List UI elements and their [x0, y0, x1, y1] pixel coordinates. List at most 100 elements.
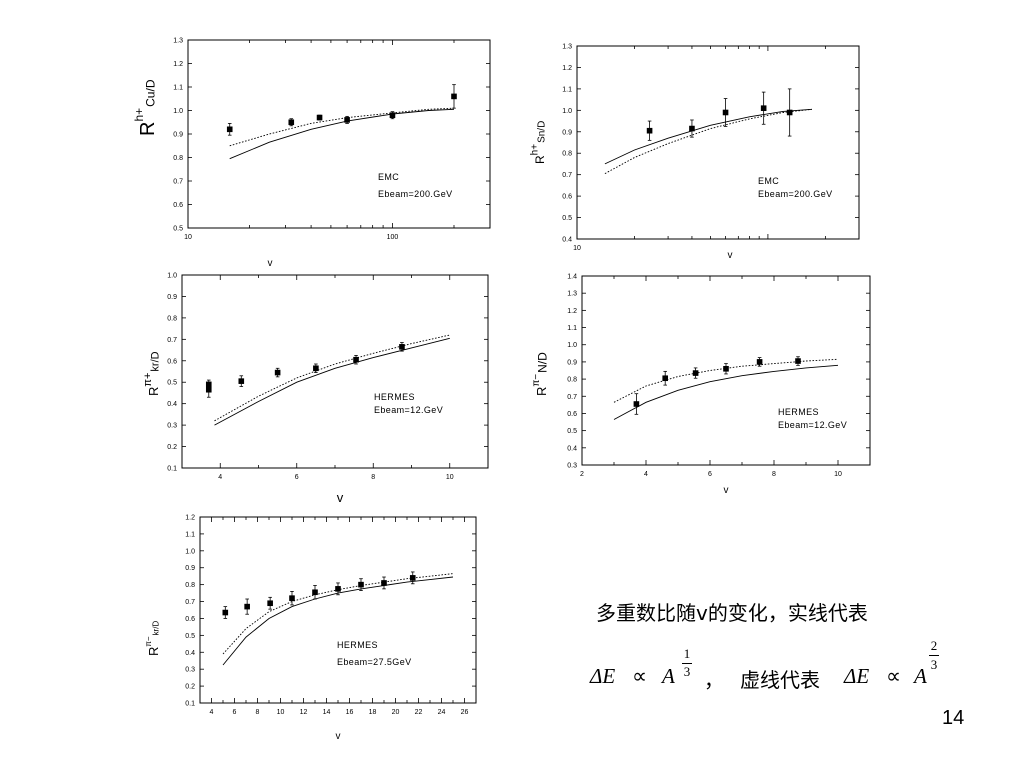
y-tick-label: 1.3 — [567, 291, 577, 298]
formula1-lhs: ΔE — [590, 664, 616, 688]
plot-annotation: HERMES — [374, 392, 415, 402]
data-point — [313, 365, 319, 372]
x-axis-label: v — [336, 731, 341, 742]
y-tick-label: 1.0 — [167, 273, 177, 280]
data-point — [289, 595, 295, 601]
plot-frame — [187, 39, 491, 229]
y-tick-label: 0.5 — [173, 226, 183, 233]
caption-dashed-text: 虚线代表 — [740, 668, 820, 692]
y-tick-label: 1.0 — [567, 342, 577, 349]
y-tick-label: 0.6 — [167, 358, 177, 365]
y-tick-label: 1.1 — [185, 531, 195, 538]
plot-annotation: HERMES — [778, 407, 819, 417]
plot-annotation: EMC — [378, 172, 399, 182]
y-tick-label: 1.1 — [567, 325, 577, 332]
x-tick-label: 6 — [233, 709, 237, 716]
plot-annotation: Ebeam=200.GeV — [758, 189, 833, 199]
data-point — [723, 365, 729, 372]
plot-frame — [581, 275, 871, 466]
x-tick-label: 16 — [346, 709, 354, 716]
x-tick-label: 2 — [580, 471, 584, 478]
x-tick-label: 6 — [295, 474, 299, 481]
x-tick-label: 20 — [392, 709, 400, 716]
formula2-proportional-symbol: ∝ — [886, 664, 902, 688]
y-tick-label: 1.1 — [562, 86, 572, 93]
y-tick-label: 0.7 — [562, 172, 572, 179]
page-number: 14 — [942, 707, 965, 729]
data-point — [795, 358, 801, 364]
chart-kr-pi-minus-ratio: 0.1 0.2 0.3 0.4 0.5 0.6 0.7 0.8 0.9 1.0 1.1 1.2 4 6 8 1… — [144, 515, 477, 742]
solid-curve — [604, 108, 812, 165]
data-point — [335, 586, 341, 592]
y-tick-label: 0.9 — [173, 132, 183, 139]
data-point — [238, 378, 245, 384]
chart-sn-ratio: 0.4 0.5 0.6 0.7 0.8 0.9 1.0 1.1 1.2 1.3 10 EMC Ebeam… — [529, 44, 860, 261]
y-tick-label: 0.4 — [562, 237, 572, 244]
y-tick-label: 0.7 — [567, 394, 577, 401]
y-tick-label: 0.6 — [185, 616, 195, 623]
x-axis-label: v — [337, 490, 344, 505]
dotted-curve — [604, 108, 812, 174]
formula1-base: A — [662, 664, 675, 688]
y-tick-label: 0.2 — [185, 684, 195, 691]
data-point — [689, 125, 695, 132]
solid-curve — [613, 364, 839, 420]
x-tick-label: 26 — [461, 709, 469, 716]
y-tick-label: 0.4 — [185, 650, 195, 657]
x-tick-label: 10 — [277, 709, 285, 716]
x-tick-label: 10 — [184, 234, 192, 241]
y-tick-label: 0.9 — [167, 294, 177, 301]
data-point — [244, 603, 250, 610]
y-tick-label: 0.6 — [562, 194, 572, 201]
data-point — [316, 114, 323, 121]
data-point — [274, 369, 281, 376]
y-tick-label: 1.2 — [567, 308, 577, 315]
y-tick-label: 0.5 — [567, 428, 577, 435]
y-axis-label: Rh+Sn/D — [529, 121, 547, 164]
data-point — [222, 609, 229, 616]
y-tick-label: 0.4 — [567, 445, 577, 452]
y-tick-label: 0.9 — [562, 129, 572, 136]
y-tick-label: 0.9 — [567, 359, 577, 366]
y-axis-label: Rh+Cu/D — [132, 79, 159, 136]
plot-frame — [576, 45, 860, 240]
x-tick-label: 8 — [772, 471, 776, 478]
y-tick-label: 1.4 — [567, 274, 577, 281]
x-tick-label: 10 — [446, 474, 454, 481]
y-axis-label: Rπ−kr/D — [144, 621, 161, 656]
plot-annotation: Ebeam=12.GeV — [778, 420, 847, 430]
caption-text: 多重数比随v的变化，实线代表 — [596, 601, 868, 625]
formula2-fraction-bar — [929, 655, 939, 656]
plot-frame — [181, 274, 489, 469]
data-point — [312, 589, 318, 596]
x-tick-label: 100 — [387, 234, 399, 241]
x-tick-label: 4 — [210, 709, 214, 716]
plot-annotation: Ebeam=27.5GeV — [337, 657, 412, 667]
y-tick-label: 1.2 — [185, 515, 195, 522]
y-tick-label: 0.8 — [167, 315, 177, 322]
x-axis-label: v — [728, 250, 733, 261]
y-tick-label: 0.3 — [167, 423, 177, 430]
plot-annotation: EMC — [758, 176, 779, 186]
y-tick-label: 1.3 — [562, 44, 572, 51]
y-tick-label: 0.3 — [185, 667, 195, 674]
x-tick-label: 10 — [834, 471, 842, 478]
plot-annotation: Ebeam=12.GeV — [374, 405, 443, 415]
y-tick-label: 0.5 — [167, 380, 177, 387]
y-tick-label: 0.2 — [167, 444, 177, 451]
y-tick-label: 0.8 — [185, 582, 195, 589]
x-tick-label: 22 — [415, 709, 423, 716]
solid-curve — [229, 108, 455, 160]
formula1-proportional-symbol: ∝ — [632, 664, 648, 688]
formula2-lhs: ΔE — [844, 664, 870, 688]
y-tick-label: 1.3 — [173, 38, 183, 45]
y-tick-label: 1.0 — [185, 548, 195, 555]
y-tick-label: 0.1 — [167, 466, 177, 473]
x-tick-label: 4 — [218, 474, 222, 481]
formula-comma: ， — [704, 668, 724, 692]
data-point — [389, 112, 396, 118]
data-point — [205, 386, 212, 393]
data-point — [633, 401, 640, 407]
y-tick-label: 1.2 — [173, 61, 183, 68]
data-point — [409, 575, 416, 581]
